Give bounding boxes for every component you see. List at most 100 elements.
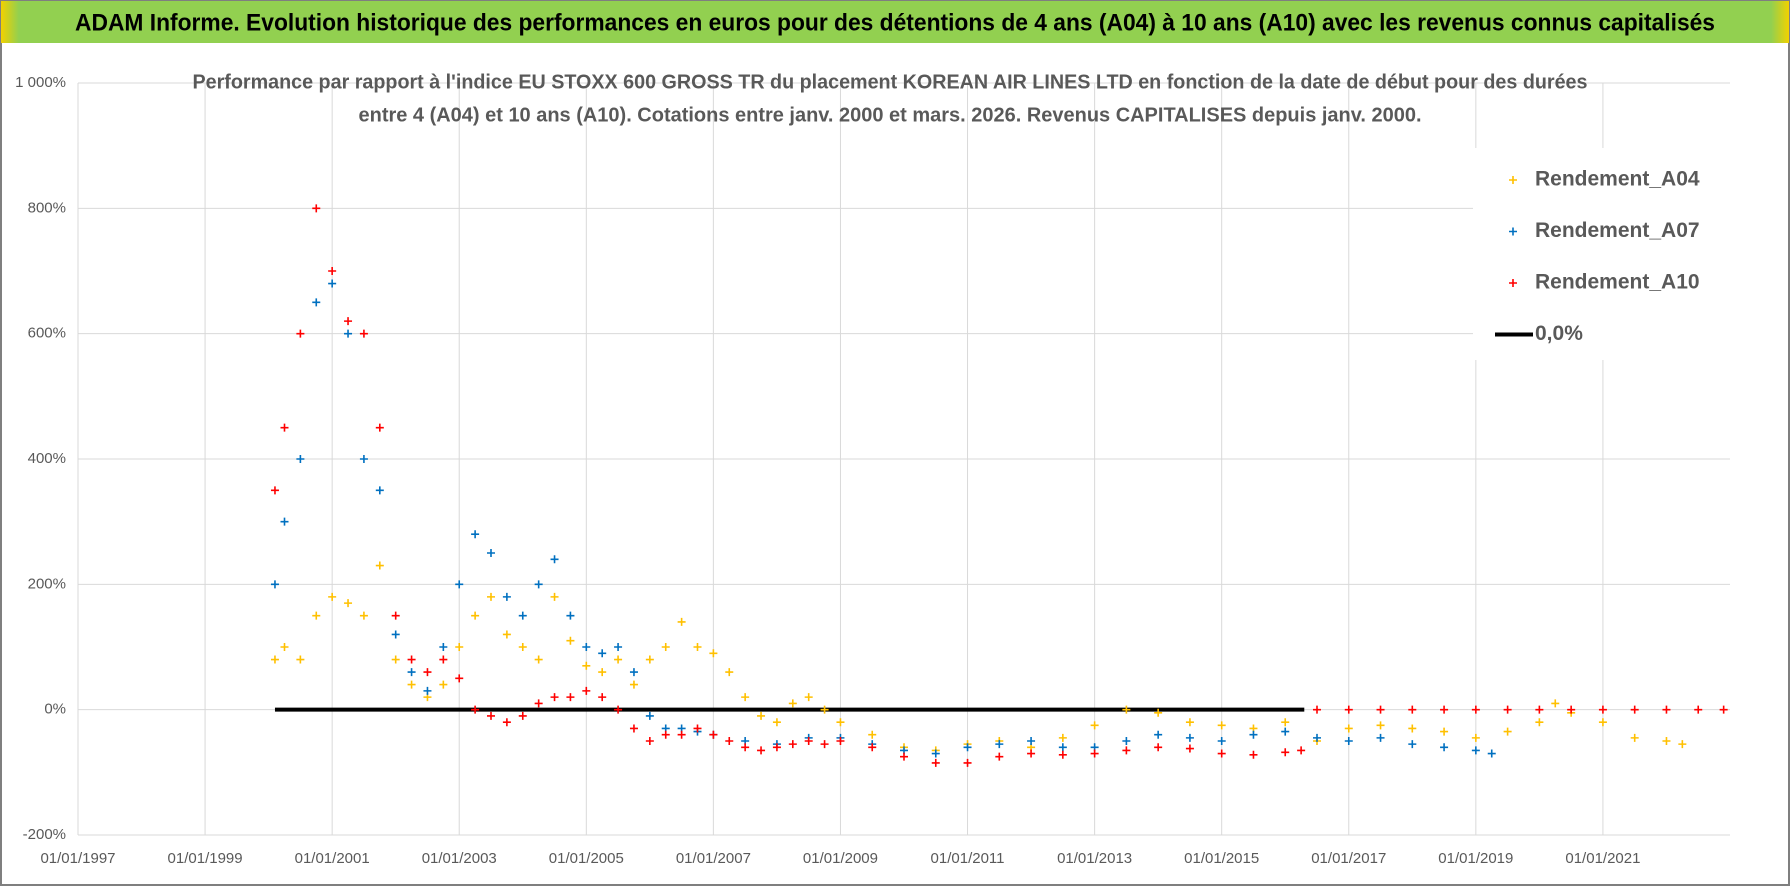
point bbox=[280, 423, 289, 432]
point bbox=[645, 655, 654, 664]
point bbox=[328, 592, 337, 601]
point bbox=[995, 740, 1004, 749]
point bbox=[629, 724, 638, 733]
point bbox=[1630, 733, 1639, 742]
point bbox=[677, 730, 686, 739]
point bbox=[471, 611, 480, 620]
point bbox=[1598, 705, 1607, 714]
point bbox=[598, 649, 607, 658]
point bbox=[455, 580, 464, 589]
point bbox=[518, 611, 527, 620]
point bbox=[518, 711, 527, 720]
x-tick-label: 01/01/2011 bbox=[931, 850, 1005, 867]
point bbox=[820, 740, 829, 749]
point bbox=[645, 737, 654, 745]
point bbox=[1471, 746, 1480, 755]
point bbox=[1487, 749, 1496, 758]
point bbox=[359, 611, 368, 620]
point bbox=[1630, 705, 1639, 714]
point bbox=[1185, 744, 1194, 753]
point bbox=[423, 686, 432, 695]
point bbox=[868, 743, 877, 752]
point bbox=[439, 655, 448, 664]
point bbox=[1249, 730, 1258, 739]
header-bar bbox=[1, 1, 1789, 43]
point bbox=[788, 699, 797, 708]
x-tick-label: 01/01/1999 bbox=[168, 850, 243, 867]
point bbox=[550, 592, 559, 601]
point bbox=[931, 749, 940, 758]
point bbox=[820, 705, 829, 714]
point bbox=[1122, 737, 1131, 745]
point bbox=[439, 643, 448, 651]
point bbox=[772, 743, 781, 752]
point bbox=[804, 737, 813, 745]
point bbox=[582, 686, 591, 695]
x-tick-label: 01/01/2017 bbox=[1311, 850, 1386, 867]
point bbox=[518, 643, 527, 651]
point bbox=[455, 674, 464, 683]
x-tick-label: 01/01/2009 bbox=[803, 850, 878, 867]
x-tick-label: 01/01/2007 bbox=[676, 850, 751, 867]
legend-marker bbox=[1509, 176, 1517, 184]
point bbox=[1058, 743, 1067, 752]
point bbox=[296, 455, 305, 463]
point bbox=[1678, 740, 1687, 749]
point bbox=[1376, 705, 1385, 714]
x-tick-label: 01/01/2019 bbox=[1438, 850, 1513, 867]
chart-title: Performance par rapport à l'indice EU ST… bbox=[193, 71, 1588, 93]
legend-marker bbox=[1509, 279, 1517, 287]
chart-title: entre 4 (A04) et 10 ans (A10). Cotations… bbox=[359, 104, 1422, 126]
point bbox=[963, 758, 972, 767]
legend-label: Rendement_A04 bbox=[1535, 168, 1700, 191]
point bbox=[1719, 705, 1728, 714]
point bbox=[1344, 705, 1353, 714]
point bbox=[677, 617, 686, 626]
point bbox=[1281, 718, 1290, 727]
point bbox=[1217, 721, 1226, 730]
point bbox=[1471, 705, 1480, 714]
point bbox=[645, 711, 654, 720]
point bbox=[359, 455, 368, 463]
point bbox=[757, 746, 766, 755]
point bbox=[1503, 727, 1512, 736]
point bbox=[439, 680, 448, 689]
point bbox=[1598, 718, 1607, 727]
point bbox=[391, 611, 400, 620]
point bbox=[788, 740, 797, 749]
point bbox=[836, 737, 845, 745]
point bbox=[296, 329, 305, 338]
y-tick-label: -200% bbox=[23, 826, 66, 843]
point bbox=[1217, 749, 1226, 758]
y-tick-label: 800% bbox=[28, 199, 66, 216]
point bbox=[550, 693, 559, 702]
legend-box bbox=[1473, 148, 1730, 360]
point bbox=[1694, 705, 1703, 714]
point bbox=[344, 317, 353, 326]
point bbox=[1535, 705, 1544, 714]
point bbox=[598, 668, 607, 677]
x-tick-label: 01/01/2003 bbox=[422, 850, 497, 867]
point bbox=[1440, 705, 1449, 714]
point bbox=[963, 743, 972, 752]
point bbox=[629, 680, 638, 689]
point bbox=[661, 643, 670, 651]
point bbox=[1217, 737, 1226, 745]
point bbox=[270, 486, 279, 495]
point bbox=[534, 655, 543, 664]
point bbox=[407, 680, 416, 689]
x-tick-label: 01/01/2013 bbox=[1057, 850, 1132, 867]
header-title: ADAM Informe. Evolution historique des p… bbox=[75, 9, 1715, 36]
point bbox=[1376, 721, 1385, 730]
point bbox=[1090, 749, 1099, 758]
point bbox=[312, 298, 321, 307]
legend-marker bbox=[1509, 227, 1517, 236]
point bbox=[1344, 724, 1353, 733]
point bbox=[487, 711, 495, 720]
point bbox=[344, 329, 353, 338]
point bbox=[455, 643, 464, 651]
point bbox=[391, 655, 400, 664]
y-tick-label: 200% bbox=[28, 575, 66, 592]
